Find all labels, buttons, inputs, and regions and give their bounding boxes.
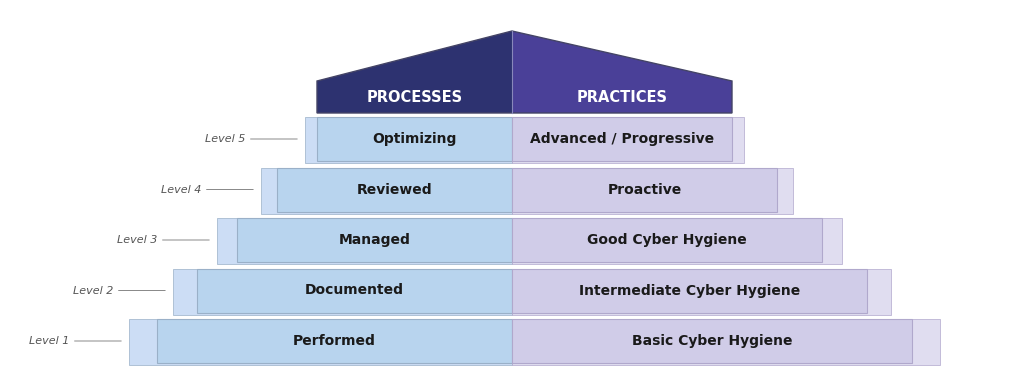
Text: Level 2: Level 2 <box>73 286 165 295</box>
Bar <box>512 319 912 363</box>
Text: Level 1: Level 1 <box>29 336 121 346</box>
Bar <box>173 269 512 315</box>
Text: Level 4: Level 4 <box>161 184 253 194</box>
Bar <box>261 167 512 214</box>
Text: Managed: Managed <box>339 233 411 247</box>
Bar <box>197 269 512 312</box>
Bar <box>512 218 822 262</box>
Bar <box>512 218 842 264</box>
Text: Documented: Documented <box>305 283 404 298</box>
Polygon shape <box>317 31 512 81</box>
Text: Reviewed: Reviewed <box>356 183 432 197</box>
Text: PRACTICES: PRACTICES <box>577 89 668 105</box>
Text: Level 3: Level 3 <box>117 235 209 245</box>
Polygon shape <box>512 31 732 81</box>
Bar <box>317 117 512 161</box>
Bar <box>512 269 867 312</box>
Bar <box>512 117 744 163</box>
Bar <box>512 167 777 211</box>
Bar <box>317 81 512 113</box>
Text: Optimizing: Optimizing <box>373 132 457 146</box>
Bar <box>512 319 940 365</box>
Text: Good Cyber Hygiene: Good Cyber Hygiene <box>587 233 746 247</box>
Bar <box>278 167 512 211</box>
Text: Proactive: Proactive <box>607 183 682 197</box>
Bar <box>512 167 793 214</box>
Bar <box>217 218 512 264</box>
Bar <box>512 269 891 315</box>
Bar <box>157 319 512 363</box>
Bar <box>237 218 512 262</box>
Text: Level 5: Level 5 <box>205 134 297 144</box>
Text: Performed: Performed <box>293 334 376 348</box>
Bar <box>305 117 512 163</box>
Text: Advanced / Progressive: Advanced / Progressive <box>530 132 714 146</box>
Text: Intermediate Cyber Hygiene: Intermediate Cyber Hygiene <box>579 283 800 298</box>
Text: PROCESSES: PROCESSES <box>367 89 463 105</box>
Bar <box>512 117 732 161</box>
Bar <box>512 81 732 113</box>
Bar <box>129 319 512 365</box>
Text: Basic Cyber Hygiene: Basic Cyber Hygiene <box>632 334 793 348</box>
